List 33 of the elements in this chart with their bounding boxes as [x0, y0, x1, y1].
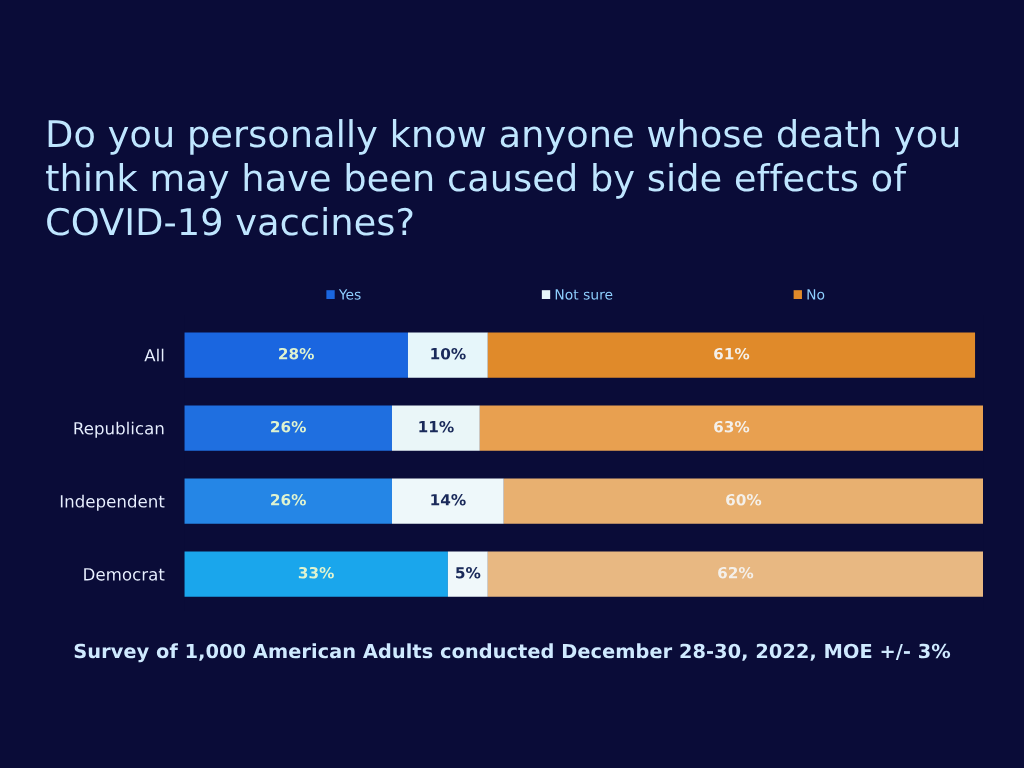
- bar: [487, 551, 984, 597]
- bar: [184, 332, 408, 378]
- data-label: 11%: [419, 420, 454, 433]
- data-label: 26%: [271, 493, 306, 506]
- bar: [184, 478, 392, 524]
- text: Survey of 1,000 American Adults conducted December 28-30, 2022, MOE +/- 3%: [74, 643, 951, 663]
- data-label: 5%: [456, 566, 481, 579]
- bar: [503, 478, 984, 524]
- data-label: 63%: [714, 420, 750, 433]
- legend-label: Yes: [338, 289, 361, 300]
- data-label: 14%: [431, 493, 466, 506]
- bar: [391, 478, 504, 524]
- data-label: 60%: [726, 493, 762, 506]
- bar: [184, 405, 392, 451]
- y-tick-label: All: [144, 348, 164, 362]
- bar: [479, 405, 984, 451]
- data-label: 26%: [271, 420, 306, 433]
- chart-title: Do you personally know anyone whose death you think may have been caused by side effects of COVID-19 vaccines?: [46, 119, 959, 236]
- y-tick-label: Republican: [74, 421, 164, 438]
- data-label: 62%: [718, 566, 754, 579]
- bar: [447, 551, 488, 597]
- data-label: 33%: [298, 566, 334, 579]
- bar: [391, 405, 480, 451]
- bar: [407, 332, 488, 378]
- legend-label: No: [807, 289, 825, 300]
- bar: [184, 551, 448, 597]
- data-label: 28%: [279, 347, 314, 360]
- bar: [487, 332, 976, 378]
- y-tick-label: Independent: [60, 494, 165, 511]
- data-label: 10%: [431, 347, 466, 360]
- data-label: 61%: [714, 347, 750, 360]
- legend-label: Not sure: [555, 289, 613, 300]
- y-tick-label: Democrat: [84, 568, 165, 581]
